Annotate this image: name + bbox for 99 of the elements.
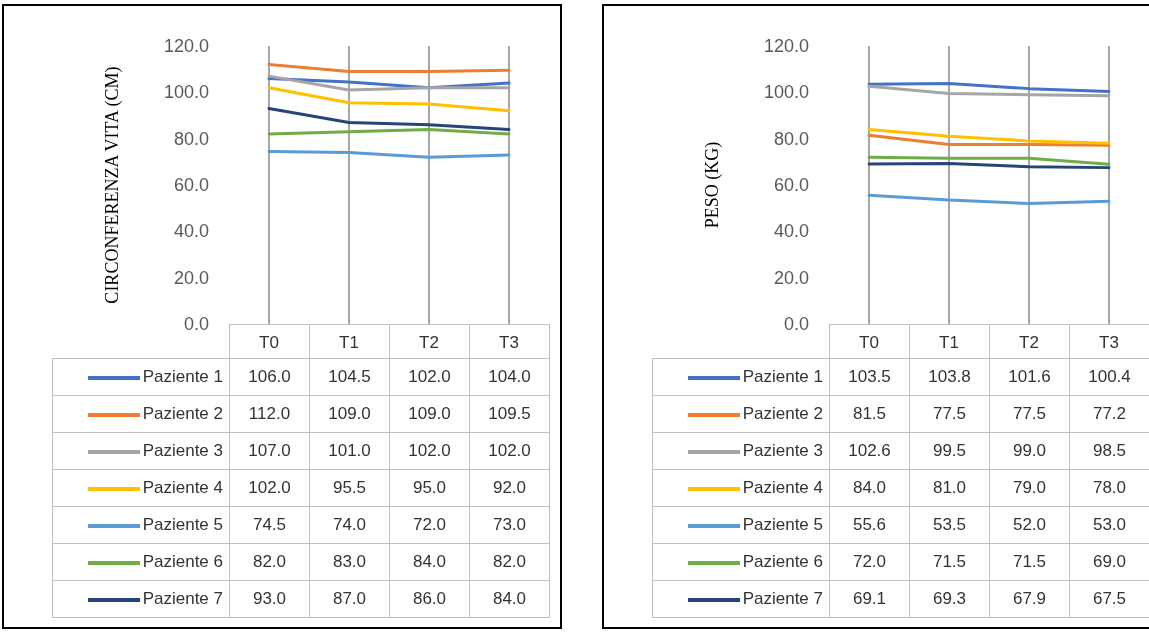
data-label: 78.0: [1069, 469, 1149, 507]
y-tick-label: 40.0: [773, 221, 809, 242]
y-tick-label: 120.0: [163, 36, 209, 56]
data-label: 99.0: [989, 432, 1070, 470]
y-tick-label: 20.0: [173, 267, 209, 288]
data-label: 82.0: [469, 543, 550, 581]
data-label: 103.8: [909, 358, 990, 396]
data-label: 100.4: [1069, 358, 1149, 396]
legend-label: Paziente 7: [652, 580, 830, 618]
y-tick-label: 80.0: [173, 128, 209, 149]
data-label: 69.0: [1069, 543, 1149, 581]
legend-label: Paziente 7: [52, 580, 230, 618]
x-tick-label: T3: [499, 333, 519, 352]
legend-label: Paziente 2: [52, 395, 230, 433]
data-label: 102.0: [229, 469, 310, 507]
data-label: 67.9: [989, 580, 1070, 618]
x-tick-label: T3: [1099, 333, 1119, 352]
data-label: 82.0: [229, 543, 310, 581]
line-series: [267, 86, 511, 113]
x-tick-label: T1: [939, 333, 959, 352]
x-tick-label: T1: [339, 333, 359, 352]
legend-label: Paziente 3: [52, 432, 230, 470]
legend-label: Paziente 6: [652, 543, 830, 581]
data-label: 74.0: [309, 506, 390, 544]
y-axis-title: CIRCONFERENZA VITA (CM): [102, 66, 123, 304]
data-label: 81.5: [829, 395, 910, 433]
data-label: 69.3: [909, 580, 990, 618]
data-label: 101.0: [309, 432, 390, 470]
data-label: 53.0: [1069, 506, 1149, 544]
y-tick-label: 0.0: [783, 314, 809, 334]
x-tick-label: T2: [419, 333, 439, 352]
data-label: 71.5: [989, 543, 1070, 581]
data-label: 84.0: [829, 469, 910, 507]
legend-label: Paziente 1: [52, 358, 230, 396]
data-label: 74.5: [229, 506, 310, 544]
y-tick-label: 80.0: [773, 128, 809, 149]
data-label: 95.5: [309, 469, 390, 507]
legend-label: Paziente 4: [52, 469, 230, 507]
legend-label: Paziente 3: [652, 432, 830, 470]
legend-label: Paziente 5: [652, 506, 830, 544]
data-label: 102.0: [389, 432, 470, 470]
data-label: 104.5: [309, 358, 390, 396]
data-label: 107.0: [229, 432, 310, 470]
data-label: 83.0: [309, 543, 390, 581]
legend-label: Paziente 4: [652, 469, 830, 507]
x-tick-label: T0: [859, 333, 879, 352]
x-tick-label: T2: [1019, 333, 1039, 352]
data-label: 109.0: [389, 395, 470, 433]
data-label: 77.5: [989, 395, 1070, 433]
y-tick-label: 60.0: [173, 175, 209, 195]
line-series: [867, 127, 1111, 145]
data-label: 101.6: [989, 358, 1070, 396]
data-label: 55.6: [829, 506, 910, 544]
data-label: 98.5: [1069, 432, 1149, 470]
data-label: 102.6: [829, 432, 910, 470]
data-label: 102.0: [389, 358, 470, 396]
data-label: 106.0: [229, 358, 310, 396]
legend-label: Paziente 2: [652, 395, 830, 433]
data-label: 73.0: [469, 506, 550, 544]
data-label: 84.0: [389, 543, 470, 581]
line-series: [267, 107, 511, 131]
data-label: 103.5: [829, 358, 910, 396]
data-label: 72.0: [829, 543, 910, 581]
data-label: 67.5: [1069, 580, 1149, 618]
y-axis-title: PESO (KG): [702, 141, 723, 229]
x-tick-label: T0: [259, 333, 279, 352]
data-label: 72.0: [389, 506, 470, 544]
data-label: 52.0: [989, 506, 1070, 544]
data-label: 79.0: [989, 469, 1070, 507]
data-label: 69.1: [829, 580, 910, 618]
data-label: 93.0: [229, 580, 310, 618]
legend-label: Paziente 5: [52, 506, 230, 544]
data-label: 95.0: [389, 469, 470, 507]
line-series: [867, 82, 1111, 93]
data-label: 71.5: [909, 543, 990, 581]
y-tick-label: 60.0: [773, 175, 809, 195]
data-label: 104.0: [469, 358, 550, 396]
data-label: 92.0: [469, 469, 550, 507]
data-label: 77.5: [909, 395, 990, 433]
data-label: 102.0: [469, 432, 550, 470]
data-label: 112.0: [229, 395, 310, 433]
data-label: 77.2: [1069, 395, 1149, 433]
data-label: 84.0: [469, 580, 550, 618]
data-label: 109.0: [309, 395, 390, 433]
y-tick-label: 120.0: [763, 36, 809, 56]
line-series: [867, 193, 1111, 206]
y-tick-label: 100.0: [163, 82, 209, 103]
data-label: 81.0: [909, 469, 990, 507]
legend-label: Paziente 1: [652, 358, 830, 396]
data-label: 87.0: [309, 580, 390, 618]
data-label: 99.5: [909, 432, 990, 470]
data-label: 86.0: [389, 580, 470, 618]
data-label: 109.5: [469, 395, 550, 433]
legend-label: Paziente 6: [52, 543, 230, 581]
y-tick-label: 40.0: [173, 221, 209, 242]
y-tick-label: 20.0: [773, 267, 809, 288]
y-tick-label: 100.0: [763, 82, 809, 103]
y-tick-label: 0.0: [183, 314, 209, 334]
data-label: 53.5: [909, 506, 990, 544]
